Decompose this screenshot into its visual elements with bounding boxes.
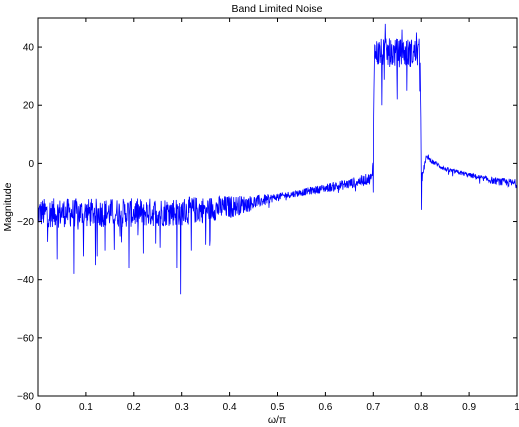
chart-title: Band Limited Noise bbox=[231, 3, 322, 15]
x-tick-label: 0.4 bbox=[223, 402, 237, 413]
y-tick-label: 0 bbox=[28, 159, 34, 170]
x-axis-label: ω/π bbox=[268, 414, 286, 426]
y-tick-label: −40 bbox=[17, 275, 34, 286]
x-axis: 0 0.1 0.2 0.3 0.4 0.5 0.6 0.7 0.8 0.9 1 bbox=[35, 18, 519, 413]
x-tick-label: 0.3 bbox=[175, 402, 189, 413]
y-tick-label: −20 bbox=[17, 217, 34, 228]
y-tick-label: 40 bbox=[23, 43, 35, 54]
x-tick-label: 0 bbox=[35, 402, 41, 413]
y-tick-label: −80 bbox=[17, 392, 34, 403]
x-tick-label: 0.8 bbox=[414, 402, 428, 413]
x-tick-label: 0.9 bbox=[462, 402, 476, 413]
y-axis-label: Magnitude bbox=[2, 182, 14, 231]
x-tick-label: 1 bbox=[514, 402, 519, 413]
x-tick-label: 0.5 bbox=[271, 402, 285, 413]
y-tick-label: 20 bbox=[23, 101, 35, 112]
y-axis: −80 −60 −40 −20 0 20 40 bbox=[17, 43, 517, 403]
series-line-0 bbox=[38, 23, 517, 295]
x-tick-label: 0.2 bbox=[127, 402, 141, 413]
x-tick-label: 0.1 bbox=[79, 402, 93, 413]
x-tick-label: 0.6 bbox=[318, 402, 332, 413]
x-tick-label: 0.7 bbox=[366, 402, 380, 413]
series-layer bbox=[38, 23, 517, 295]
y-tick-label: −60 bbox=[17, 333, 34, 344]
